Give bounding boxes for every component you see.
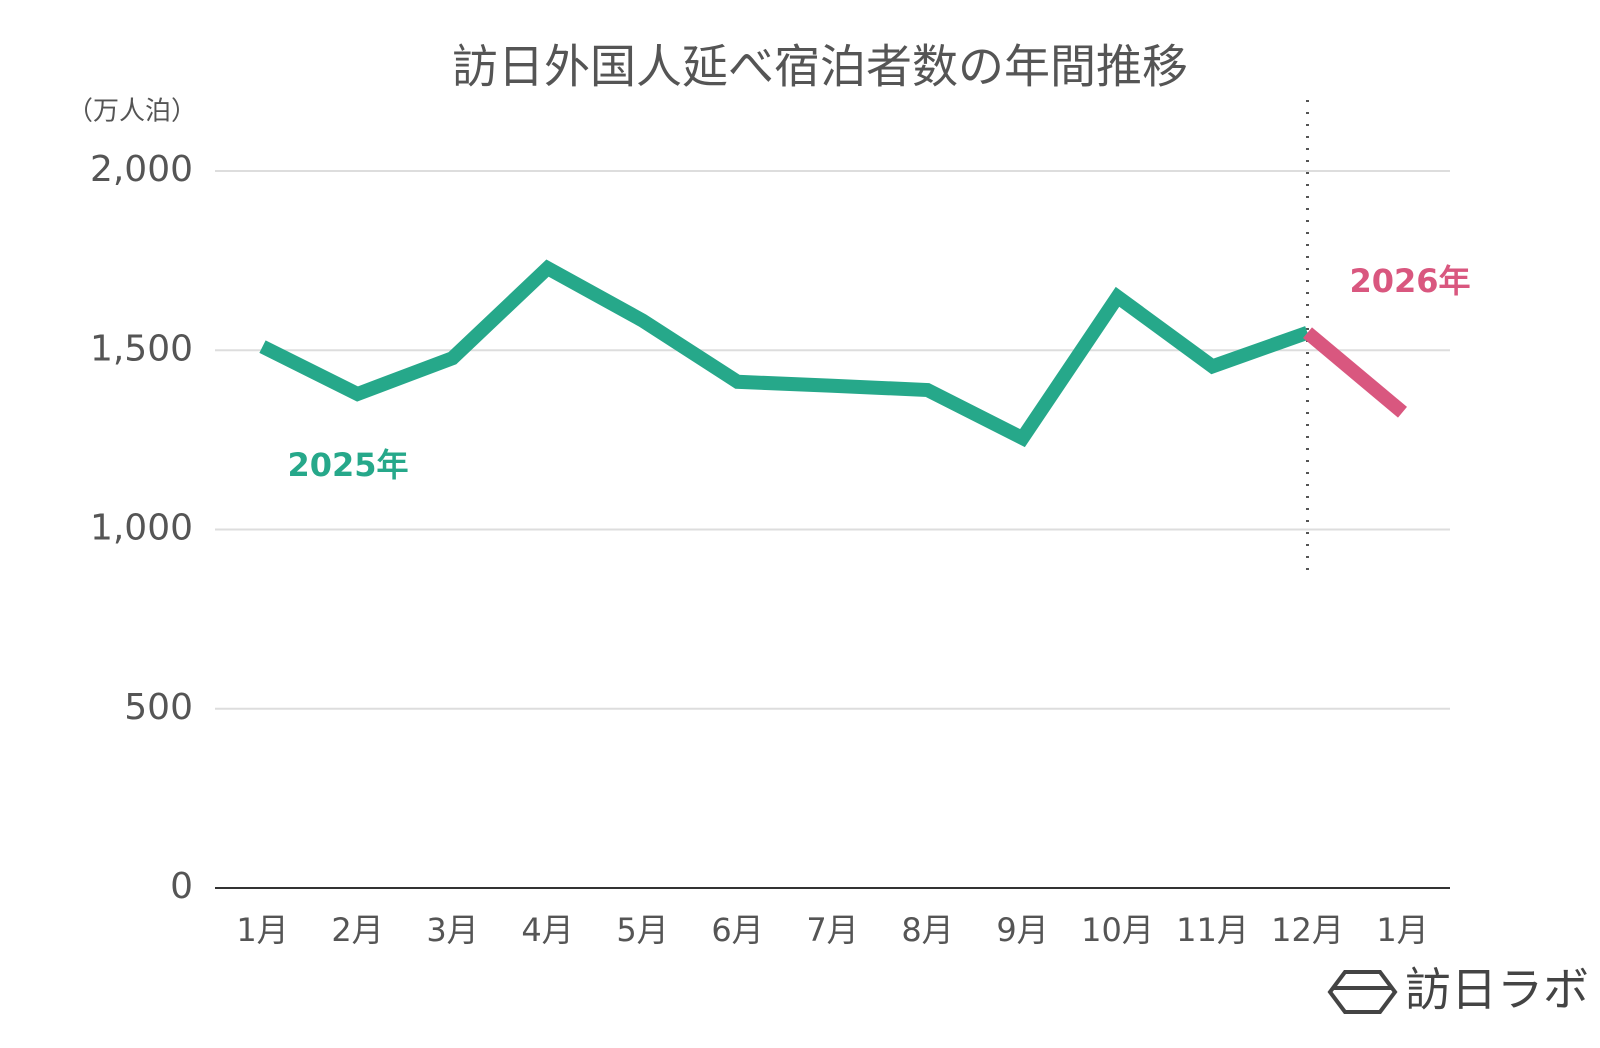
series-line (259, 259, 1310, 448)
x-tick-label: 5月 (616, 911, 668, 949)
y-axis-label: （万人泊） (67, 97, 197, 127)
x-tick-label: 7月 (806, 911, 858, 949)
y-tick-label: 500 (124, 687, 193, 728)
y-tick-label: 1,000 (90, 508, 193, 549)
x-tick-label: 1月 (236, 911, 288, 949)
x-tick-label: 1月 (1376, 911, 1428, 949)
x-tick-label: 3月 (426, 911, 478, 949)
x-tick-label: 11月 (1176, 911, 1249, 949)
y-tick-label: 2,000 (90, 149, 193, 190)
series-line (1303, 327, 1407, 418)
x-tick-label: 6月 (711, 911, 763, 949)
y-tick-label: 1,500 (90, 328, 193, 369)
logo-icon (1327, 970, 1398, 1014)
x-tick-label: 2月 (331, 911, 383, 949)
y-tick-label: 0 (170, 866, 193, 907)
x-tick-label: 8月 (901, 911, 953, 949)
x-tick-label: 12月 (1271, 911, 1344, 949)
x-tick-label: 10月 (1081, 911, 1154, 949)
chart-title: 訪日外国人延べ宿泊者数の年間推移 (452, 40, 1188, 94)
x-tick-label: 9月 (996, 911, 1048, 949)
series-label: 2026年 (1349, 262, 1470, 300)
x-tick-label: 4月 (521, 911, 573, 949)
series-label: 2025年 (287, 446, 408, 484)
logo-text: 訪日ラボ (1405, 963, 1589, 1017)
